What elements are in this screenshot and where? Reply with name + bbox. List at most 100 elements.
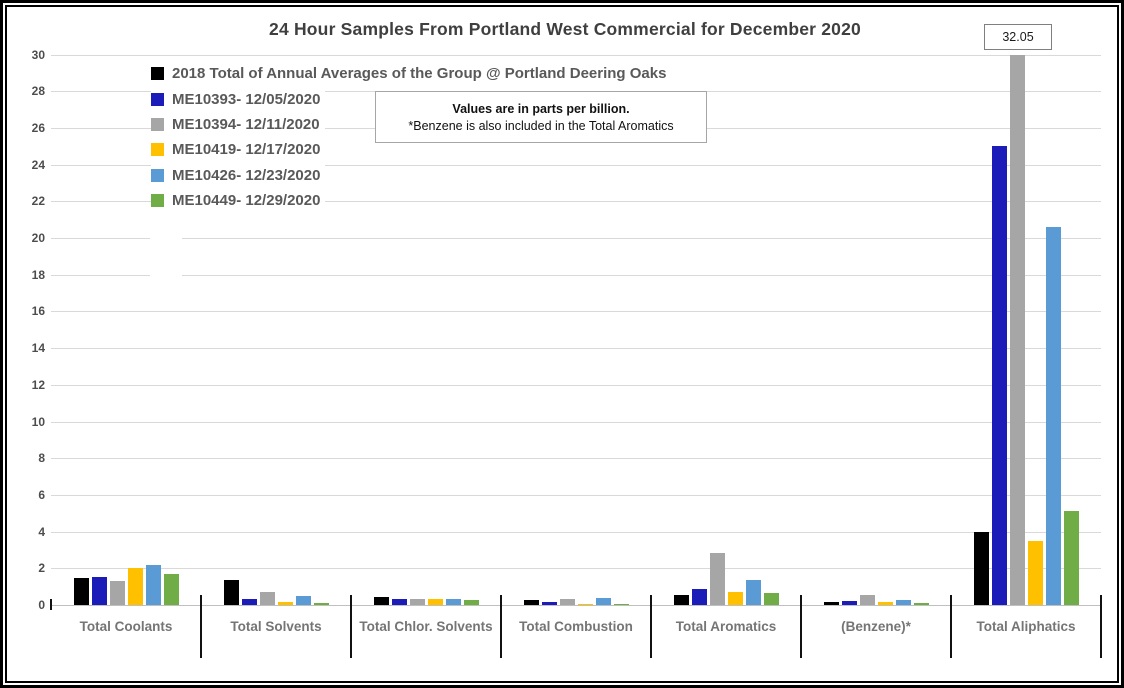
bar — [463, 600, 479, 605]
legend-label: 2018 Total of Annual Averages of the Gro… — [172, 65, 667, 83]
gridline — [51, 458, 1101, 460]
note-line-1: Values are in parts per billion. — [452, 101, 630, 116]
bar — [991, 146, 1007, 605]
gridline — [51, 311, 1101, 313]
y-axis-label: 0 — [38, 598, 45, 612]
bar — [127, 568, 143, 605]
legend-item: 2018 Total of Annual Averages of the Gro… — [151, 61, 672, 87]
y-axis-label: 4 — [38, 524, 45, 539]
bar — [577, 603, 593, 605]
bar — [91, 577, 107, 605]
legend-item: ME10419- 12/17/2020 — [151, 137, 326, 163]
axis-left-tick — [50, 599, 52, 610]
category-label: Total Aliphatics — [976, 619, 1076, 634]
bar — [523, 599, 539, 605]
bar — [241, 599, 257, 605]
bar — [913, 603, 929, 605]
category-label: (Benzene)* — [841, 619, 911, 634]
legend-label: ME10393- 12/05/2020 — [172, 90, 321, 108]
y-axis-label: 26 — [31, 120, 45, 135]
max-value-callout: 32.05 — [984, 24, 1052, 50]
bar — [613, 603, 629, 605]
gridline — [51, 238, 1101, 239]
legend-swatch — [151, 67, 164, 81]
bar — [313, 603, 329, 605]
y-axis-label: 2 — [38, 561, 45, 576]
legend-swatch — [151, 117, 164, 131]
bar — [763, 593, 779, 605]
y-axis-label: 14 — [31, 341, 45, 356]
bar — [1063, 511, 1079, 605]
category-separator — [500, 595, 502, 658]
legend-swatch — [151, 92, 164, 106]
bar — [277, 601, 293, 605]
gridline — [51, 54, 1101, 56]
y-axis-label: 16 — [31, 304, 45, 319]
y-axis-label: 8 — [38, 451, 45, 466]
category-label: Total Coolants — [79, 619, 173, 634]
gridline — [51, 605, 1101, 606]
y-axis-label: 30 — [31, 47, 45, 62]
bar — [709, 552, 725, 605]
bar — [841, 600, 857, 605]
bar — [73, 578, 89, 605]
y-axis-label: 12 — [31, 377, 45, 392]
y-axis-label: 24 — [31, 157, 45, 172]
bar — [877, 602, 893, 605]
bar — [409, 598, 425, 605]
white-patch — [150, 219, 182, 281]
y-axis-label: 20 — [31, 231, 45, 245]
bar — [163, 573, 179, 605]
category-separator — [950, 595, 952, 658]
bar — [145, 564, 161, 605]
y-axis-label: 10 — [31, 414, 45, 429]
y-axis-label: 22 — [31, 194, 45, 209]
bar — [673, 594, 689, 605]
category-label: Total Chlor. Solvents — [359, 619, 493, 634]
gridline — [51, 531, 1101, 533]
category-label: Total Aromatics — [675, 619, 777, 634]
legend-label: ME10419- 12/17/2020 — [172, 141, 321, 159]
note-line-2: *Benzene is also included in the Total A… — [408, 118, 674, 133]
bar — [427, 598, 443, 605]
bar — [727, 592, 743, 605]
category-label: Total Solvents — [230, 619, 322, 634]
gridline — [51, 164, 1101, 166]
category-label: Total Combustion — [519, 619, 633, 634]
bar — [259, 592, 275, 605]
bar — [1009, 54, 1025, 605]
chart-title: 24 Hour Samples From Portland West Comme… — [269, 19, 861, 39]
bar — [223, 580, 239, 605]
bar — [541, 601, 557, 605]
gridline — [51, 568, 1101, 570]
legend-item: ME10393- 12/05/2020 — [151, 86, 326, 112]
legend-label: ME10449- 12/29/2020 — [172, 192, 321, 210]
bar — [373, 596, 389, 605]
gridline — [51, 348, 1101, 350]
y-axis-label: 6 — [38, 487, 45, 502]
bar — [973, 531, 989, 605]
gridline — [51, 494, 1101, 496]
gridline — [51, 201, 1101, 203]
bar — [859, 595, 875, 605]
y-axis-label: 28 — [31, 84, 45, 99]
category-separator — [200, 595, 202, 658]
bar — [691, 589, 707, 605]
note-box: Values are in parts per billion. *Benzen… — [375, 91, 707, 143]
bar — [391, 599, 407, 605]
gridline — [51, 274, 1101, 276]
bar — [895, 599, 911, 605]
bar — [109, 581, 125, 605]
bar — [295, 595, 311, 605]
gridline — [51, 384, 1101, 386]
legend-swatch — [151, 143, 164, 157]
legend-swatch — [151, 168, 164, 182]
bar — [745, 580, 761, 605]
category-separator — [350, 595, 352, 658]
bar — [445, 598, 461, 605]
gridline — [51, 421, 1101, 423]
bar — [1027, 540, 1043, 605]
legend-item: ME10394- 12/11/2020 — [151, 111, 325, 138]
legend-item: ME10426- 12/23/2020 — [151, 162, 326, 188]
